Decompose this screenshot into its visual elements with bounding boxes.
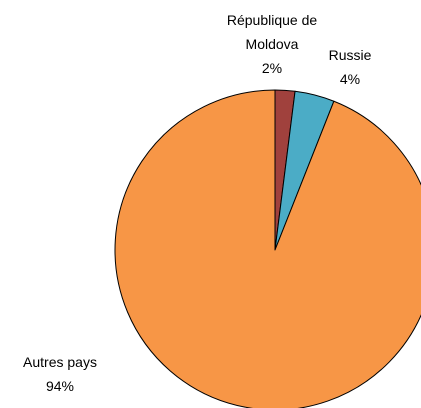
pie-slice [114, 89, 421, 408]
slice-label: Russie 4% [310, 43, 390, 91]
value-label: 94% [45, 378, 75, 394]
slice-label: Autres pays 94% [10, 350, 110, 398]
value-label: 4% [339, 71, 361, 87]
slice-label: République de Moldova 2% [212, 8, 332, 80]
value-label: 2% [261, 60, 283, 76]
category-label: Russie [328, 47, 372, 63]
category-label: République de Moldova [226, 12, 318, 52]
category-label: Autres pays [23, 354, 97, 370]
